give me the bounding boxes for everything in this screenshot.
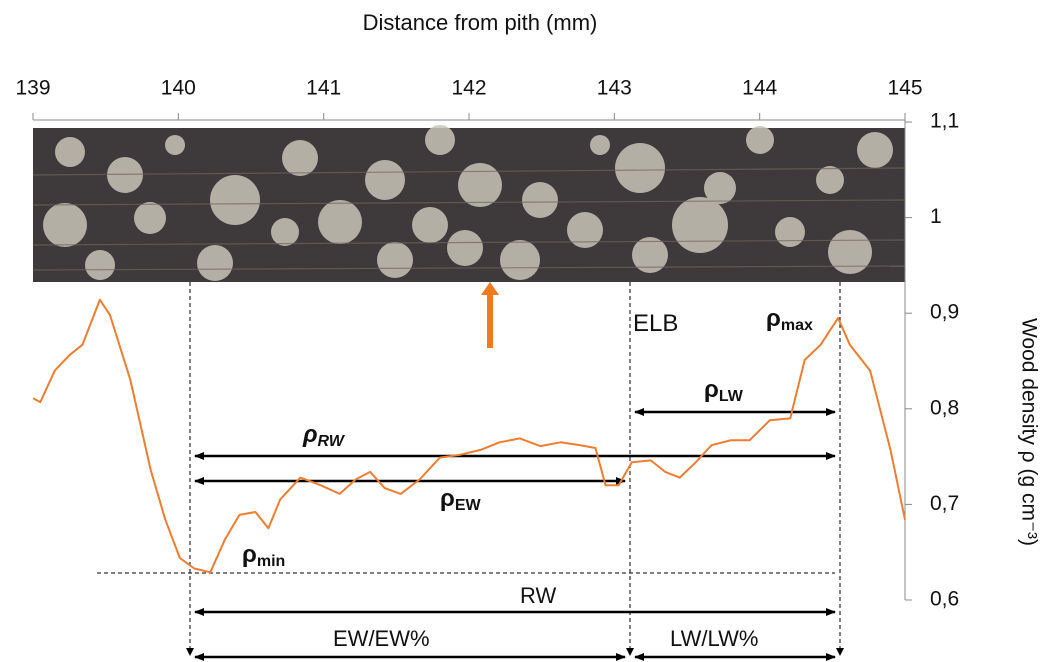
annotation: ρRW <box>302 421 346 450</box>
annotation-text: ρ <box>766 305 781 332</box>
x-tick-label: 144 <box>742 77 777 100</box>
chart-title: Distance from pith (mm) <box>363 10 598 35</box>
wood-photo <box>33 125 905 282</box>
chart: Distance from pith (mm) Wood density ρ (… <box>0 0 1049 662</box>
annotation-text: ρ <box>302 421 318 448</box>
annotation-text: ρ <box>704 376 719 403</box>
annotation-sub: min <box>257 553 285 570</box>
annotation-text: ρ <box>242 541 257 568</box>
annotation-text: RW <box>520 583 556 608</box>
y-tick-label: 0,7 <box>930 492 959 515</box>
x-tick-label: 140 <box>161 77 196 100</box>
annotation: EW/EW% <box>333 626 430 651</box>
annotation-sub: EW <box>455 497 482 514</box>
y-tick-label: 1,1 <box>930 110 959 133</box>
annotation: LW/LW% <box>670 626 758 651</box>
annotation: ρmin <box>242 541 285 570</box>
x-tick-label: 142 <box>451 77 486 100</box>
annotation-sub: max <box>781 317 813 334</box>
annotation-text: LW/LW% <box>670 626 758 651</box>
data-line <box>33 300 905 573</box>
annotation: ELB <box>633 310 678 337</box>
marker-arrow <box>481 282 499 348</box>
annotation-sub: LW <box>719 388 744 405</box>
annotation: ρEW <box>440 485 482 514</box>
page: {"chart_data": {"type": "line", "title":… <box>0 0 1049 662</box>
y-tick-label: 0,6 <box>930 588 959 611</box>
annotation: ρLW <box>704 376 744 405</box>
y-axis-label: Wood density ρ (g cm⁻³) <box>1017 318 1040 546</box>
range-arrows <box>195 412 835 657</box>
x-tick-label: 143 <box>597 77 632 100</box>
y-tick-label: 0,8 <box>930 396 959 419</box>
annotation: ρmax <box>766 305 813 334</box>
annotation-text: EW/EW% <box>333 626 430 651</box>
annotation-sub: RW <box>318 433 346 450</box>
x-tick-label: 139 <box>15 77 50 100</box>
x-tick-label: 141 <box>306 77 341 100</box>
guide-lines <box>97 282 840 655</box>
y-tick-label: 1 <box>930 205 942 228</box>
annotation-text: ELB <box>633 310 678 337</box>
y-tick-label: 0,9 <box>930 301 959 324</box>
annotation-text: ρ <box>440 485 455 512</box>
annotation: RW <box>520 583 556 608</box>
x-tick-label: 145 <box>887 77 922 100</box>
